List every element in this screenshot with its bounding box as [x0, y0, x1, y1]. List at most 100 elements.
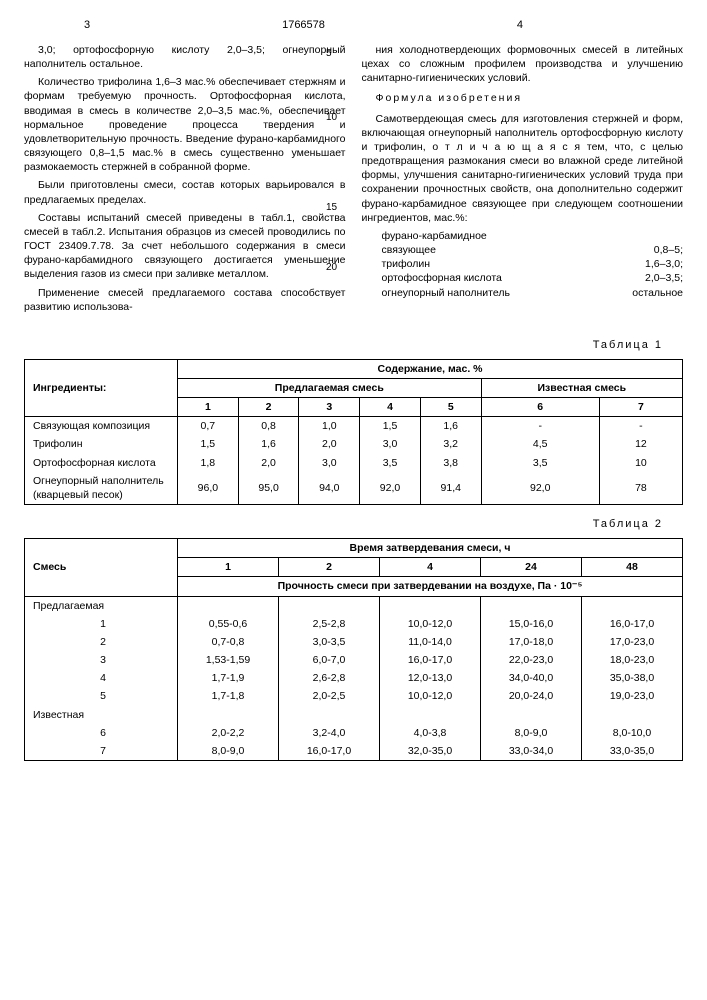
cell: 16,0-17,0 [582, 615, 683, 633]
cell [582, 596, 683, 615]
cell: 34,0-40,0 [481, 669, 582, 687]
line-marker-20: 20 [326, 261, 337, 275]
cell: 12 [599, 435, 682, 453]
cell: - [481, 417, 599, 436]
cell: - [599, 417, 682, 436]
table-row: 41,7-1,92,6-2,812,0-13,034,0-40,035,0-38… [25, 669, 683, 687]
th-time: Время затвердевания смеси, ч [178, 539, 683, 558]
line-marker-10: 10 [326, 111, 337, 125]
left-column: 3,0; ортофосфорную кислоту 2,0–3,5; огне… [24, 43, 346, 318]
cell: 8,0-9,0 [178, 742, 279, 761]
table-1: Ингредиенты: Содержание, мас. % Предлага… [24, 359, 683, 505]
row-label: Известная [25, 706, 178, 724]
cell: 95,0 [238, 472, 299, 505]
cell: 2,5-2,8 [279, 615, 380, 633]
cell: 0,55-0,6 [178, 615, 279, 633]
cell: 11,0-14,0 [380, 633, 481, 651]
table-row: Трифолин1,51,62,03,03,24,512 [25, 435, 683, 453]
table-row: Известная [25, 706, 683, 724]
cell: 17,0-18,0 [481, 633, 582, 651]
page-header: 3 1766578 4 [24, 18, 683, 33]
ingredient-row: ортофосфорная кислота2,0–3,5; [382, 271, 684, 285]
right-column: ния холоднотвердеющих формовочных смесей… [362, 43, 684, 318]
cell: 15,0-16,0 [481, 615, 582, 633]
row-label: Огнеупорный наполнитель (кварцевый песок… [25, 472, 178, 505]
th-col: 48 [582, 558, 683, 577]
cell: 1,5 [360, 417, 421, 436]
th-col: 4 [380, 558, 481, 577]
page-number-left: 3 [84, 18, 90, 33]
cell: 20,0-24,0 [481, 687, 582, 705]
para: 3,0; ортофосфорную кислоту 2,0–3,5; огне… [24, 43, 346, 71]
para: ния холоднотвердеющих формовочных смесей… [362, 43, 684, 86]
row-label: 4 [25, 669, 178, 687]
cell: 6,0-7,0 [279, 651, 380, 669]
document-number: 1766578 [282, 18, 325, 33]
table-row: Связующая композиция0,70,81,01,51,6-- [25, 417, 683, 436]
table-row: 10,55-0,62,5-2,810,0-12,015,0-16,016,0-1… [25, 615, 683, 633]
cell [380, 706, 481, 724]
para: Количество трифолина 1,6–3 мас.% обеспеч… [24, 75, 346, 174]
cell: 2,0 [238, 454, 299, 472]
table2-caption: Таблица 2 [24, 517, 663, 532]
cell: 3,5 [360, 454, 421, 472]
th-content: Содержание, мас. % [178, 359, 683, 378]
cell: 3,0 [360, 435, 421, 453]
cell: 2,0-2,2 [178, 724, 279, 742]
cell: 1,6 [238, 435, 299, 453]
cell: 1,5 [178, 435, 239, 453]
cell: 8,0-10,0 [582, 724, 683, 742]
cell: 92,0 [481, 472, 599, 505]
cell: 1,6 [420, 417, 481, 436]
two-column-body: 5 10 15 20 3,0; ортофосфорную кислоту 2,… [24, 43, 683, 318]
table1-caption: Таблица 1 [24, 338, 663, 353]
row-label: 3 [25, 651, 178, 669]
cell: 4,0-3,8 [380, 724, 481, 742]
table-row: 20,7-0,83,0-3,511,0-14,017,0-18,017,0-23… [25, 633, 683, 651]
cell: 35,0-38,0 [582, 669, 683, 687]
cell: 4,5 [481, 435, 599, 453]
cell: 17,0-23,0 [582, 633, 683, 651]
row-label: Предлагаемая [25, 596, 178, 615]
th-col: 2 [238, 398, 299, 417]
row-label: 7 [25, 742, 178, 761]
cell: 16,0-17,0 [279, 742, 380, 761]
cell: 32,0-35,0 [380, 742, 481, 761]
cell: 1,7-1,9 [178, 669, 279, 687]
row-label: 6 [25, 724, 178, 742]
cell: 10 [599, 454, 682, 472]
cell: 3,5 [481, 454, 599, 472]
cell: 91,4 [420, 472, 481, 505]
cell: 0,7-0,8 [178, 633, 279, 651]
th-col: 1 [178, 398, 239, 417]
cell: 1,53-1,59 [178, 651, 279, 669]
cell: 0,7 [178, 417, 239, 436]
row-label: 1 [25, 615, 178, 633]
cell [279, 706, 380, 724]
ingredient-row: огнеупорный наполнительостальное [382, 286, 684, 300]
th-strength: Прочность смеси при затвердевании на воз… [178, 577, 683, 596]
cell: 3,0-3,5 [279, 633, 380, 651]
table-row: 78,0-9,016,0-17,032,0-35,033,0-34,033,0-… [25, 742, 683, 761]
ingredient-row: связующее0,8–5; [382, 243, 684, 257]
cell: 12,0-13,0 [380, 669, 481, 687]
cell: 22,0-23,0 [481, 651, 582, 669]
para: Были приготовлены смеси, состав которых … [24, 178, 346, 206]
cell: 78 [599, 472, 682, 505]
claims-heading: Формула изобретения [362, 91, 684, 105]
table-row: Огнеупорный наполнитель (кварцевый песок… [25, 472, 683, 505]
ingredients-list: фурано-карбамидное связующее0,8–5; трифо… [382, 229, 684, 300]
cell: 3,2-4,0 [279, 724, 380, 742]
cell: 8,0-9,0 [481, 724, 582, 742]
cell: 92,0 [360, 472, 421, 505]
table-row: 62,0-2,23,2-4,04,0-3,88,0-9,08,0-10,0 [25, 724, 683, 742]
th-col: 3 [299, 398, 360, 417]
cell: 19,0-23,0 [582, 687, 683, 705]
th-ingredients: Ингредиенты: [25, 359, 178, 417]
cell [380, 596, 481, 615]
cell: 3,8 [420, 454, 481, 472]
page-number-right: 4 [517, 18, 523, 33]
th-col: 4 [360, 398, 421, 417]
th-col: 2 [279, 558, 380, 577]
cell [178, 706, 279, 724]
